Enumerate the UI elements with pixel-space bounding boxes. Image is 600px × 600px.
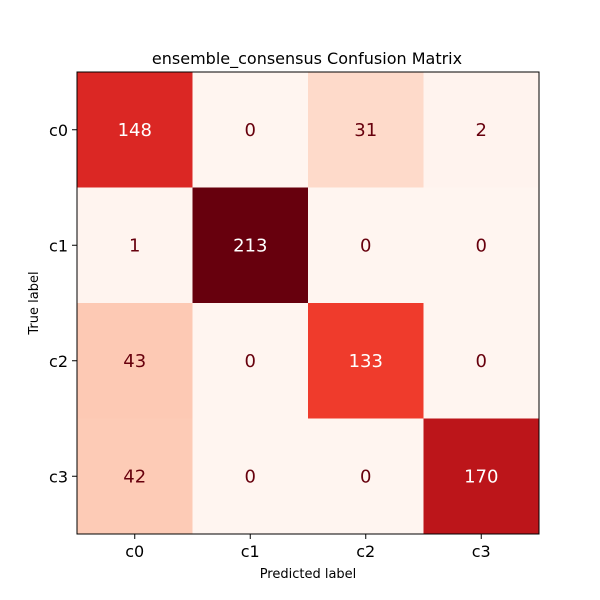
matrix-cell-c1-c3 [423, 187, 540, 304]
cell-value-c1-c3: 0 [476, 235, 487, 256]
y-tick-label-c3: c3 [49, 467, 68, 486]
cell-value-c1-c0: 1 [129, 235, 140, 256]
plot-frame [76, 71, 540, 535]
cell-value-c0-c0: 148 [118, 120, 152, 141]
matrix-cells [77, 72, 540, 535]
cell-value-c3-c2: 0 [360, 466, 371, 487]
matrix-cell-c2-c2 [308, 303, 424, 419]
x-tick-label-c3: c3 [472, 542, 491, 561]
matrix-cell-c2-c0 [77, 303, 193, 419]
matrix-cell-c1-c1 [192, 187, 309, 304]
cell-value-c3-c0: 42 [123, 466, 146, 487]
x-tick-label-c1: c1 [241, 542, 260, 561]
matrix-cell-labels: 148 0 31 2 1 213 0 0 43 0 133 0 42 0 0 170 [118, 120, 499, 488]
matrix-cell-c3-c0 [77, 418, 193, 535]
matrix-cell-c1-c0 [77, 187, 193, 304]
y-axis-label: True label [27, 271, 42, 335]
cell-value-c0-c2: 31 [354, 120, 377, 141]
matrix-cell-c3-c2 [308, 418, 424, 535]
cell-value-c1-c2: 0 [360, 235, 371, 256]
matrix-cell-c0-c2 [308, 72, 424, 188]
matrix-cell-c3-c3 [423, 418, 540, 535]
cell-value-c2-c1: 0 [245, 351, 256, 372]
y-tick-label-c2: c2 [49, 352, 68, 371]
matrix-cell-c2-c3 [423, 303, 540, 419]
matrix-cell-c1-c2 [308, 187, 424, 304]
cell-value-c0-c3: 2 [476, 120, 487, 141]
x-tick-label-c2: c2 [356, 542, 375, 561]
x-axis-ticks: c0 c1 c2 c3 [125, 534, 491, 561]
x-tick-label-c0: c0 [125, 542, 144, 561]
cell-value-c0-c1: 0 [245, 120, 256, 141]
chart-title: ensemble_consensus Confusion Matrix [152, 49, 462, 69]
y-axis-ticks: c0 c1 c2 c3 [49, 121, 77, 486]
matrix-cell-c0-c3 [423, 72, 540, 188]
cell-value-c2-c2: 133 [349, 351, 383, 372]
y-tick-label-c0: c0 [49, 121, 68, 140]
matrix-cell-c0-c0 [77, 72, 193, 188]
cell-value-c2-c0: 43 [123, 351, 146, 372]
cell-value-c3-c1: 0 [245, 466, 256, 487]
cell-value-c1-c1: 213 [233, 235, 267, 256]
cell-value-c3-c3: 170 [464, 466, 498, 487]
matrix-cell-c0-c1 [192, 72, 309, 188]
matrix-cell-c3-c1 [192, 418, 309, 535]
matrix-cell-c2-c1 [192, 303, 309, 419]
x-axis-label: Predicted label [260, 567, 357, 582]
cell-value-c2-c3: 0 [476, 351, 487, 372]
y-tick-label-c1: c1 [49, 236, 68, 255]
